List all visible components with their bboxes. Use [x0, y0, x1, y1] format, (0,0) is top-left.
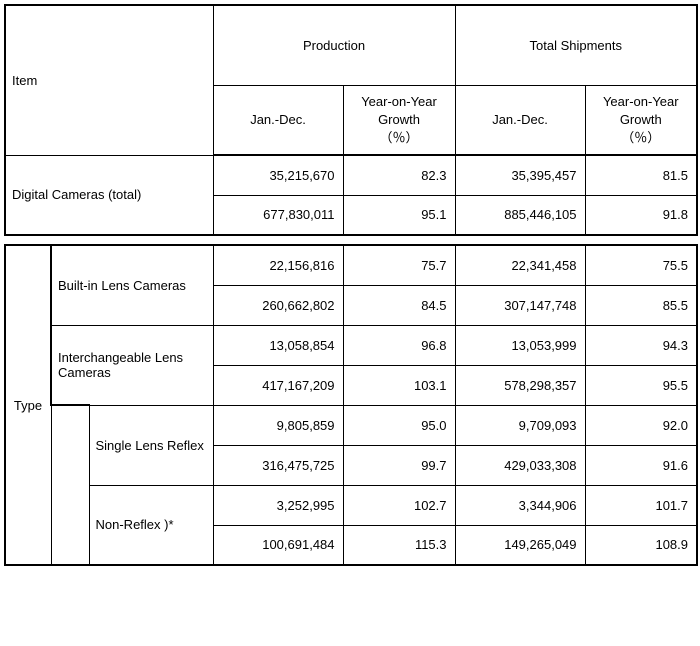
cell-value: 307,147,748	[455, 285, 585, 325]
header-ship-yoy: Year-on-Year Growth （％）	[585, 85, 697, 155]
cell-value: 102.7	[343, 485, 455, 525]
cell-value: 35,215,670	[213, 155, 343, 195]
totals-row-1: Digital Cameras (total) 35,215,670 82.3 …	[5, 155, 697, 195]
header-prod-jan-dec: Jan.-Dec.	[213, 85, 343, 155]
cell-value: 95.5	[585, 365, 697, 405]
cell-value: 22,341,458	[455, 245, 585, 285]
cell-value: 96.8	[343, 325, 455, 365]
cell-value: 417,167,209	[213, 365, 343, 405]
section-gap	[5, 235, 697, 245]
cell-value: 885,446,105	[455, 195, 585, 235]
cell-value: 578,298,357	[455, 365, 585, 405]
cell-value: 429,033,308	[455, 445, 585, 485]
cell-value: 91.6	[585, 445, 697, 485]
subgroup-row: Non-Reflex )* 3,252,995 102.7 3,344,906 …	[5, 485, 697, 525]
subgroup-label: Non-Reflex )*	[89, 485, 213, 565]
header-row-1: Item Production Total Shipments	[5, 5, 697, 85]
cell-value: 677,830,011	[213, 195, 343, 235]
cell-value: 82.3	[343, 155, 455, 195]
cell-value: 3,252,995	[213, 485, 343, 525]
cell-value: 85.5	[585, 285, 697, 325]
totals-label: Digital Cameras (total)	[5, 155, 213, 235]
cell-value: 81.5	[585, 155, 697, 195]
subgroup-indent	[51, 485, 89, 565]
cell-value: 13,053,999	[455, 325, 585, 365]
cell-value: 13,058,854	[213, 325, 343, 365]
header-total-shipments: Total Shipments	[455, 5, 697, 85]
cell-value: 35,395,457	[455, 155, 585, 195]
cell-value: 9,709,093	[455, 405, 585, 445]
camera-stats-table: Item Production Total Shipments Jan.-Dec…	[4, 4, 698, 566]
cell-value: 316,475,725	[213, 445, 343, 485]
cell-value: 115.3	[343, 525, 455, 565]
cell-value: 92.0	[585, 405, 697, 445]
type-label: Type	[5, 245, 51, 565]
cell-value: 95.0	[343, 405, 455, 445]
cell-value: 103.1	[343, 365, 455, 405]
group-row: Interchangeable Lens Cameras 13,058,854 …	[5, 325, 697, 365]
cell-value: 9,805,859	[213, 405, 343, 445]
group-row: Type Built-in Lens Cameras 22,156,816 75…	[5, 245, 697, 285]
cell-value: 3,344,906	[455, 485, 585, 525]
group-label: Interchangeable Lens Cameras	[51, 325, 213, 405]
cell-value: 75.7	[343, 245, 455, 285]
cell-value: 84.5	[343, 285, 455, 325]
header-ship-jan-dec: Jan.-Dec.	[455, 85, 585, 155]
cell-value: 91.8	[585, 195, 697, 235]
cell-value: 100,691,484	[213, 525, 343, 565]
cell-value: 94.3	[585, 325, 697, 365]
cell-value: 95.1	[343, 195, 455, 235]
header-prod-yoy: Year-on-Year Growth （％）	[343, 85, 455, 155]
subgroup-row: Single Lens Reflex 9,805,859 95.0 9,709,…	[5, 405, 697, 445]
cell-value: 108.9	[585, 525, 697, 565]
header-production: Production	[213, 5, 455, 85]
group-label: Built-in Lens Cameras	[51, 245, 213, 325]
cell-value: 101.7	[585, 485, 697, 525]
cell-value: 75.5	[585, 245, 697, 285]
subgroup-indent	[51, 405, 89, 485]
cell-value: 149,265,049	[455, 525, 585, 565]
subgroup-label: Single Lens Reflex	[89, 405, 213, 485]
header-item: Item	[5, 5, 213, 155]
cell-value: 260,662,802	[213, 285, 343, 325]
cell-value: 99.7	[343, 445, 455, 485]
cell-value: 22,156,816	[213, 245, 343, 285]
